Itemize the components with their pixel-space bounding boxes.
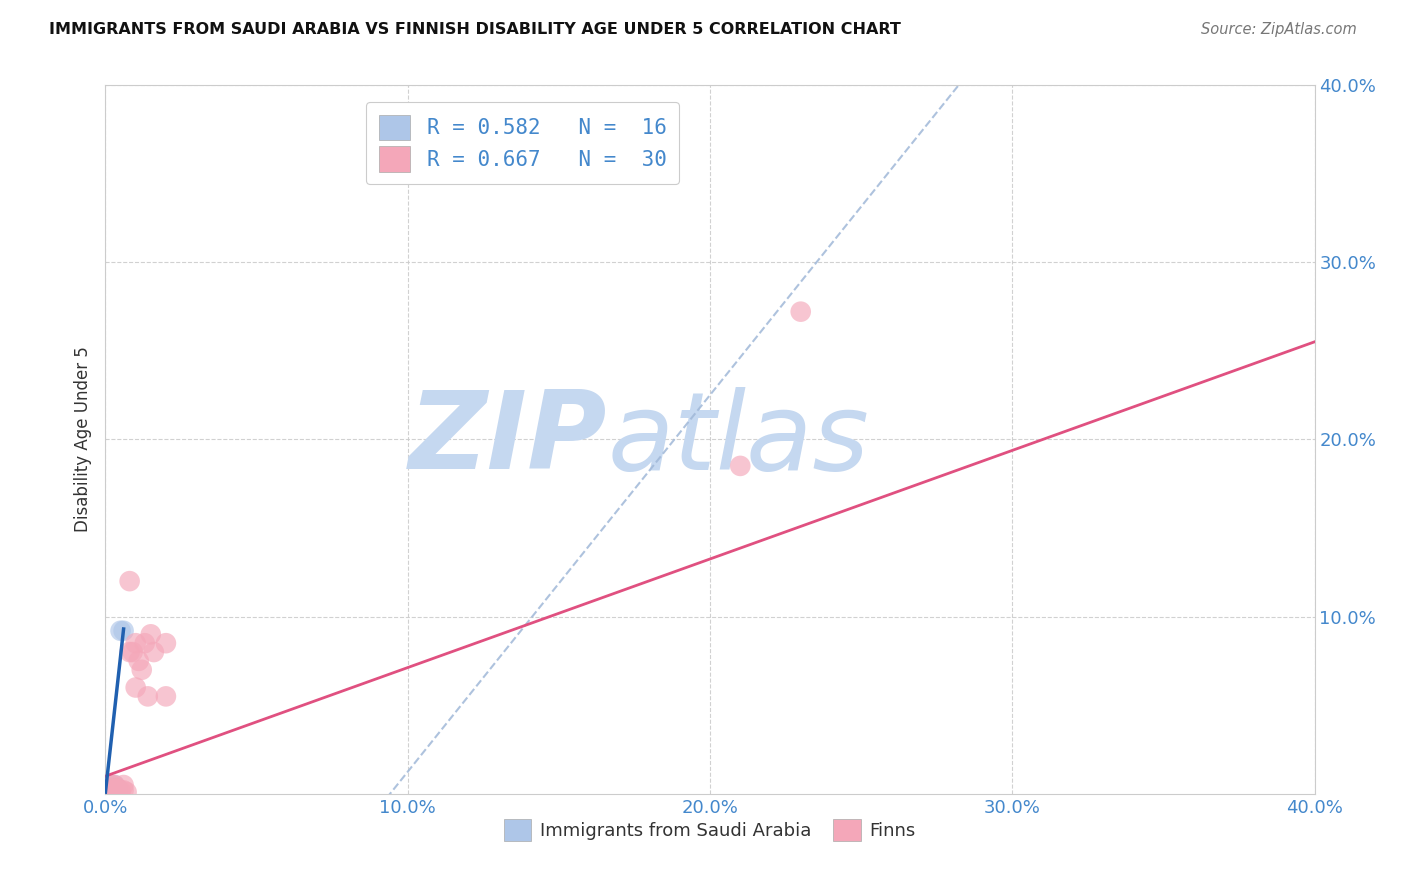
Point	[121, 645, 143, 659]
Point	[107, 783, 129, 797]
Legend: Immigrants from Saudi Arabia, Finns: Immigrants from Saudi Arabia, Finns	[498, 813, 922, 848]
Point	[103, 778, 125, 792]
Text: atlas: atlas	[607, 387, 869, 491]
Point	[112, 624, 135, 638]
Point	[100, 781, 122, 796]
Point	[155, 636, 177, 650]
Point	[790, 304, 813, 318]
Point	[97, 785, 120, 799]
Point	[107, 785, 129, 799]
Point	[110, 785, 132, 799]
Point	[107, 781, 129, 796]
Point	[100, 785, 122, 799]
Point	[136, 690, 159, 704]
Point	[131, 663, 153, 677]
Point	[107, 781, 129, 796]
Point	[730, 458, 752, 473]
Point	[118, 574, 141, 589]
Point	[118, 645, 141, 659]
Point	[100, 783, 122, 797]
Point	[139, 627, 162, 641]
Point	[97, 783, 120, 797]
Point	[110, 624, 132, 638]
Point	[103, 783, 125, 797]
Point	[100, 785, 122, 799]
Point	[97, 785, 120, 799]
Point	[155, 690, 177, 704]
Point	[124, 636, 148, 650]
Point	[103, 785, 125, 799]
Y-axis label: Disability Age Under 5: Disability Age Under 5	[73, 346, 91, 533]
Point	[142, 645, 165, 659]
Point	[100, 781, 122, 796]
Point	[103, 781, 125, 796]
Point	[97, 783, 120, 797]
Point	[124, 681, 148, 695]
Text: IMMIGRANTS FROM SAUDI ARABIA VS FINNISH DISABILITY AGE UNDER 5 CORRELATION CHART: IMMIGRANTS FROM SAUDI ARABIA VS FINNISH …	[49, 22, 901, 37]
Point	[103, 781, 125, 796]
Point	[128, 654, 150, 668]
Point	[100, 780, 122, 794]
Point	[112, 778, 135, 792]
Point	[112, 783, 135, 797]
Point	[97, 781, 120, 796]
Point	[100, 778, 122, 792]
Point	[103, 785, 125, 799]
Text: ZIP: ZIP	[409, 386, 607, 492]
Point	[134, 636, 156, 650]
Point	[107, 785, 129, 799]
Point	[103, 778, 125, 792]
Text: Source: ZipAtlas.com: Source: ZipAtlas.com	[1201, 22, 1357, 37]
Point	[110, 783, 132, 797]
Point	[115, 785, 138, 799]
